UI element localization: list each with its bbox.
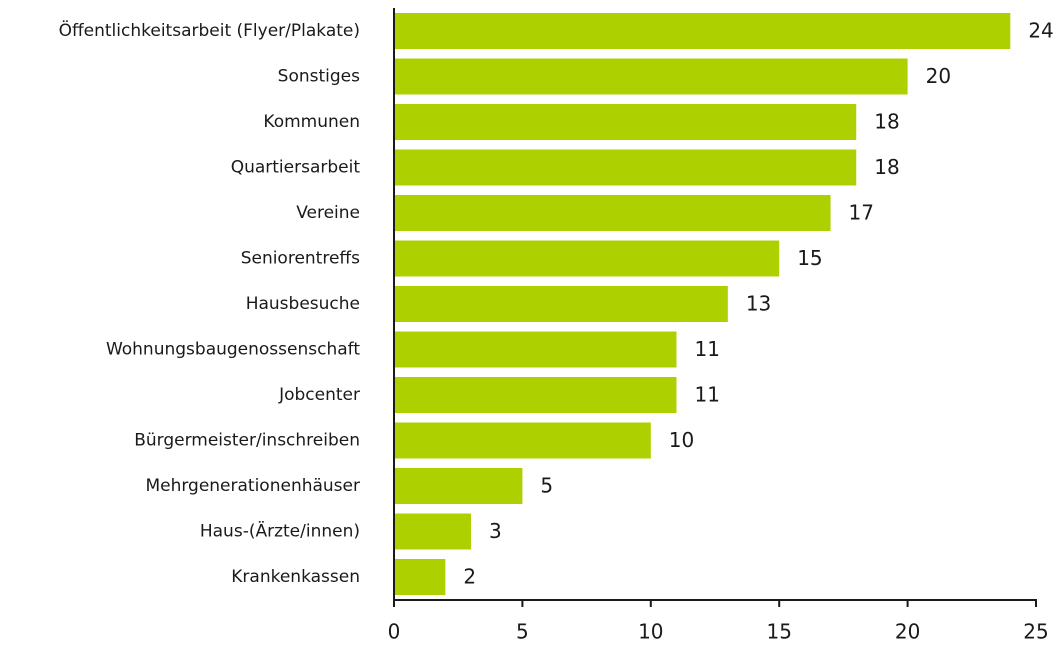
value-label: 20 bbox=[926, 64, 951, 88]
y-tick-label: Haus-(Ärzte/innen) bbox=[200, 521, 360, 542]
bar bbox=[394, 240, 780, 277]
y-tick-label: Seniorentreffs bbox=[241, 249, 360, 269]
y-tick-label: Hausbesuche bbox=[246, 294, 360, 314]
bar bbox=[394, 559, 446, 595]
x-tick-label: 15 bbox=[766, 620, 791, 644]
bar bbox=[394, 195, 831, 231]
y-tick-label: Jobcenter bbox=[278, 385, 360, 405]
y-tick-label: Öffentlichkeitsarbeit (Flyer/Plakate) bbox=[59, 19, 360, 41]
value-label: 5 bbox=[540, 474, 553, 498]
bar bbox=[394, 286, 728, 322]
x-tick-label: 5 bbox=[516, 620, 529, 644]
y-tick-label: Bürgermeister/inschreiben bbox=[134, 431, 360, 451]
value-label: 18 bbox=[874, 155, 899, 179]
y-tick-label: Sonstiges bbox=[278, 67, 360, 87]
bar bbox=[394, 468, 523, 504]
y-tick-label: Kommunen bbox=[263, 112, 360, 132]
bar bbox=[394, 377, 677, 413]
value-label: 18 bbox=[874, 110, 899, 134]
x-tick-label: 20 bbox=[895, 620, 920, 644]
bar bbox=[394, 513, 472, 550]
y-tick-label: Krankenkassen bbox=[231, 567, 360, 587]
y-tick-label: Mehrgenerationenhäuser bbox=[145, 476, 360, 496]
value-label: 11 bbox=[694, 337, 719, 361]
value-label: 11 bbox=[694, 383, 719, 407]
bar bbox=[394, 104, 857, 140]
value-label: 24 bbox=[1028, 19, 1053, 43]
value-label: 2 bbox=[463, 565, 476, 589]
value-label: 10 bbox=[669, 428, 694, 452]
y-tick-label: Quartiersarbeit bbox=[231, 158, 361, 178]
bar bbox=[394, 422, 651, 459]
value-label: 15 bbox=[797, 246, 822, 270]
bar bbox=[394, 149, 857, 186]
y-tick-label: Vereine bbox=[296, 203, 360, 223]
x-tick-label: 25 bbox=[1023, 620, 1048, 644]
x-tick-label: 10 bbox=[638, 620, 663, 644]
x-tick-label: 0 bbox=[388, 620, 401, 644]
value-label: 3 bbox=[489, 519, 502, 543]
value-label: 13 bbox=[746, 292, 771, 316]
value-label: 17 bbox=[849, 201, 874, 225]
y-tick-label: Wohnungsbaugenossenschaft bbox=[106, 340, 360, 360]
bar bbox=[394, 58, 908, 95]
bar bbox=[394, 331, 677, 368]
bar bbox=[394, 13, 1011, 49]
